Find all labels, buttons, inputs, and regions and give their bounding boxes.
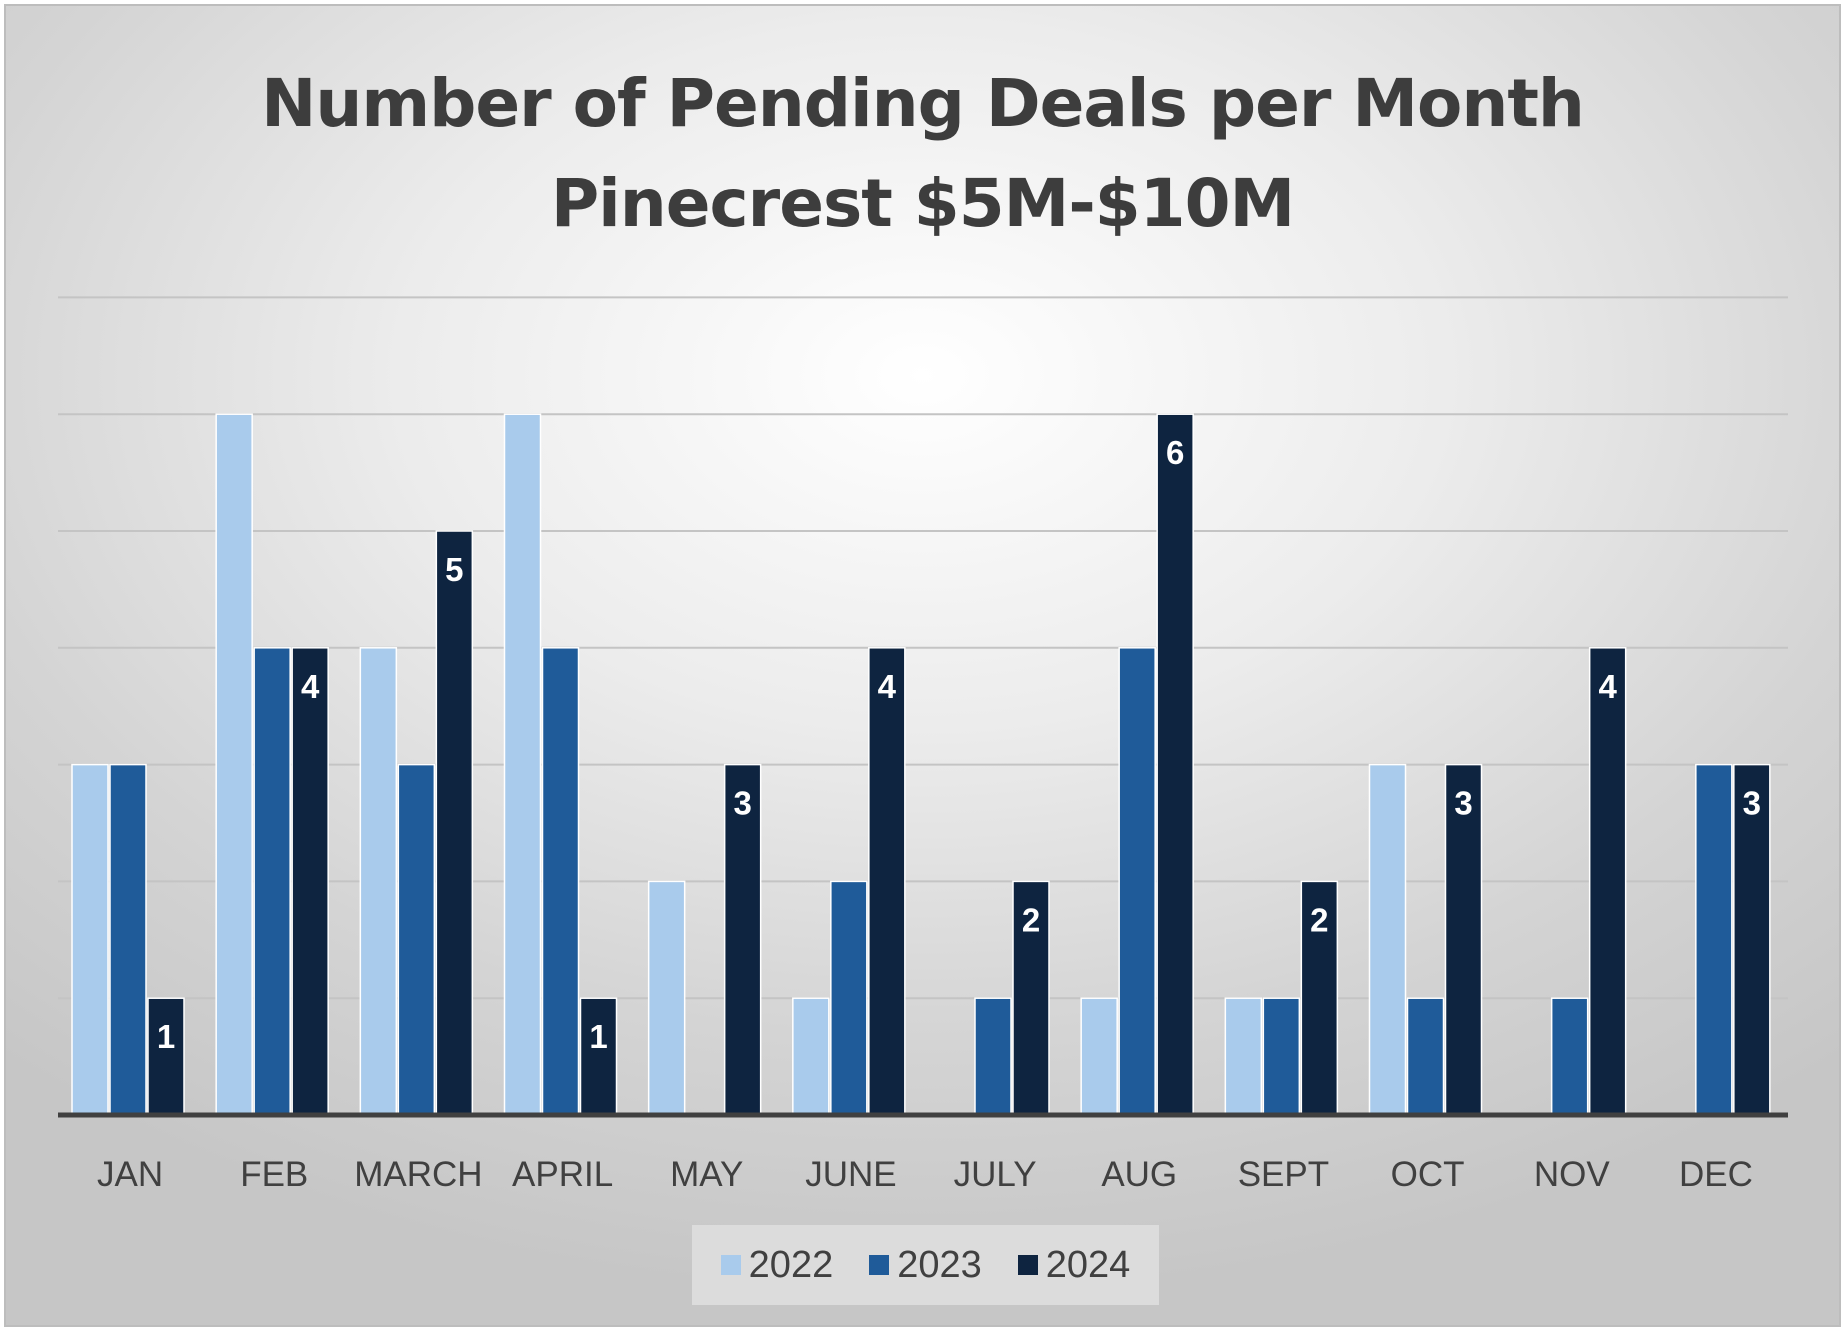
legend-item-2023: 2023: [869, 1244, 982, 1287]
data-label-oct: 3: [1454, 785, 1472, 822]
gridlines: [58, 296, 1788, 1000]
x-tick-label-sept: SEPT: [1238, 1155, 1329, 1194]
data-label-aug: 6: [1166, 434, 1184, 471]
bar-2024-june: [868, 647, 906, 1116]
legend-label-2022: 2022: [748, 1243, 834, 1286]
bar-chart-plot: 1 4 5 1 3 4 2 6 2 3 4 3 JAN FEB MARCH APRIL MAY JUNE JULY A…: [58, 296, 1788, 1194]
bar-2022-aug: [1080, 997, 1118, 1116]
bar-2022-may: [647, 880, 686, 1116]
x-tick-labels: JAN FEB MARCH APRIL MAY JUNE JULY AUG SEPT OCT NOV…: [97, 1155, 1753, 1194]
x-tick-label-nov: NOV: [1534, 1155, 1611, 1194]
bar-2022-sept: [1224, 997, 1263, 1116]
bar-2022-april: [503, 413, 542, 1116]
bar-2024-oct: [1444, 763, 1483, 1116]
bar-2023-nov: [1550, 997, 1589, 1116]
x-tick-label-oct: OCT: [1391, 1155, 1465, 1194]
bar-2024-jan: [147, 997, 185, 1116]
x-tick-label-may: MAY: [670, 1155, 743, 1194]
bar-2023-dec: [1695, 763, 1733, 1116]
bar-2023-april: [541, 647, 580, 1116]
legend-swatch-2024: [1017, 1255, 1038, 1275]
x-tick-label-march: MARCH: [354, 1155, 482, 1194]
bar-2024-may: [723, 763, 762, 1116]
bar-2022-jan: [71, 763, 109, 1116]
legend-label-2023: 2023: [897, 1243, 982, 1286]
chart-frame: Number of Pending Deals per Month Pinecr…: [4, 4, 1841, 1327]
bar-2024-aug: [1156, 413, 1194, 1116]
bar-2024-feb: [291, 647, 329, 1116]
data-label-dec: 3: [1743, 785, 1761, 822]
bar-2024-july: [1012, 880, 1050, 1116]
data-label-june: 4: [878, 668, 897, 705]
bar-2023-oct: [1406, 997, 1445, 1116]
bar-2022-march: [359, 647, 398, 1116]
data-labels: 1 4 5 1 3 4 2 6 2 3 4 3: [157, 434, 1761, 1055]
bar-2022-oct: [1368, 763, 1407, 1116]
x-tick-label-april: APRIL: [512, 1155, 613, 1194]
data-label-feb: 4: [301, 668, 320, 705]
chart-subtitle-line: Pinecrest $5M-$10M: [550, 165, 1295, 242]
chart-title-line: Number of Pending Deals per Month: [261, 65, 1585, 142]
data-label-sept: 2: [1310, 901, 1328, 938]
legend-item-2024: 2024: [1017, 1243, 1131, 1287]
bar-2023-feb: [253, 647, 291, 1116]
legend-label-2024: 2024: [1045, 1243, 1131, 1286]
x-tick-label-july: JULY: [954, 1155, 1037, 1194]
bar-2022-june: [792, 997, 830, 1116]
bar-2024-nov: [1588, 647, 1627, 1116]
data-label-july: 2: [1022, 901, 1040, 938]
data-label-march: 5: [445, 551, 463, 588]
bar-2023-jan: [109, 763, 147, 1116]
bar-2022-feb: [215, 413, 253, 1116]
x-tick-label-jan: JAN: [97, 1155, 163, 1194]
chart-legend: 2022 2023 2024: [692, 1225, 1159, 1305]
x-tick-label-aug: AUG: [1101, 1155, 1177, 1194]
bar-2024-april: [579, 997, 618, 1116]
bars: [71, 413, 1771, 1116]
bar-2023-sept: [1262, 997, 1301, 1116]
legend-swatch-2022: [720, 1255, 741, 1275]
bar-2023-aug: [1118, 647, 1156, 1116]
data-label-may: 3: [733, 785, 751, 822]
legend-swatch-2023: [869, 1255, 890, 1275]
data-label-nov: 4: [1598, 668, 1617, 705]
bar-2023-june: [830, 880, 868, 1116]
bar-2023-march: [397, 763, 436, 1116]
bar-2023-july: [974, 997, 1012, 1116]
x-tick-label-june: JUNE: [805, 1155, 896, 1194]
data-label-april: 1: [589, 1018, 607, 1055]
chart-title: Number of Pending Deals per Month Pinecr…: [6, 54, 1839, 254]
bar-2024-sept: [1300, 880, 1339, 1116]
data-label-jan: 1: [157, 1018, 175, 1055]
x-tick-label-dec: DEC: [1679, 1155, 1753, 1194]
legend-item-2022: 2022: [720, 1243, 834, 1287]
bar-2024-march: [435, 530, 474, 1116]
x-tick-label-feb: FEB: [240, 1155, 308, 1194]
